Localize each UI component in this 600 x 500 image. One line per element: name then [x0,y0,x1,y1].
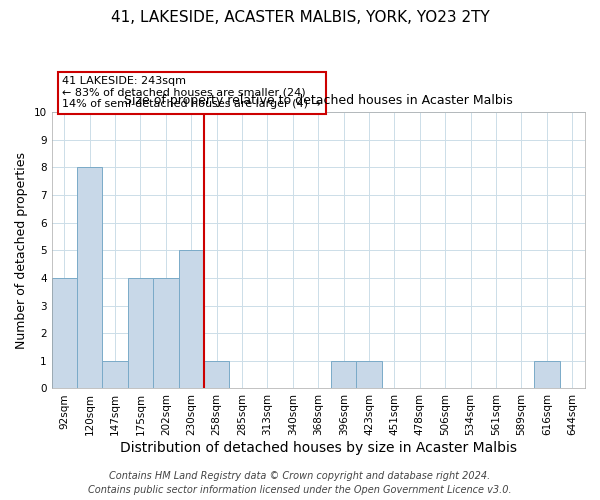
X-axis label: Distribution of detached houses by size in Acaster Malbis: Distribution of detached houses by size … [120,441,517,455]
Text: Contains HM Land Registry data © Crown copyright and database right 2024.
Contai: Contains HM Land Registry data © Crown c… [88,471,512,495]
Bar [204,361,229,388]
Bar [153,278,179,388]
Title: Size of property relative to detached houses in Acaster Malbis: Size of property relative to detached ho… [124,94,512,106]
Text: 41, LAKESIDE, ACASTER MALBIS, YORK, YO23 2TY: 41, LAKESIDE, ACASTER MALBIS, YORK, YO23… [110,10,490,25]
Bar [331,361,356,388]
Bar [179,250,204,388]
Bar [534,361,560,388]
Y-axis label: Number of detached properties: Number of detached properties [15,152,28,349]
Text: 41 LAKESIDE: 243sqm
← 83% of detached houses are smaller (24)
14% of semi-detach: 41 LAKESIDE: 243sqm ← 83% of detached ho… [62,76,321,110]
Bar [103,361,128,388]
Bar [77,168,103,388]
Bar [52,278,77,388]
Bar [356,361,382,388]
Bar [128,278,153,388]
